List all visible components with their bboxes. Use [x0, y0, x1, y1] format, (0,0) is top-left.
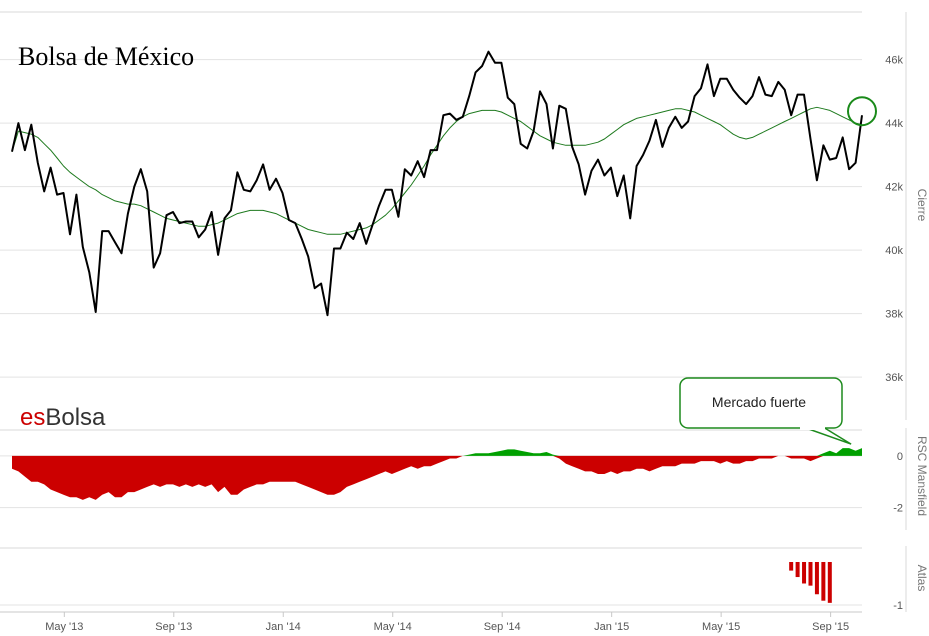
esbolsa-logo: esBolsa: [20, 404, 106, 431]
xtick-label-7: Sep '15: [812, 621, 849, 633]
xtick-label-2: Jan '14: [266, 621, 301, 633]
grid-lines: [0, 11, 907, 613]
ytick-cierre-3: 42k: [885, 182, 903, 194]
ytick-cierre-5: 46k: [885, 55, 903, 67]
callout-joint: [800, 424, 825, 430]
xtick-label-0: May '13: [45, 621, 83, 633]
callout-box: [679, 377, 843, 429]
y-axis-labels: 36k 38k 40k 42k 44k 46k -2 0 -1: [885, 55, 903, 612]
xtick-label-4: Sep '14: [484, 621, 521, 633]
ylabel-cierre: Cierre: [915, 189, 929, 222]
brand-prefix: es: [20, 404, 45, 431]
x-axis-labels: May '13 Sep '13 Jan '14 May '14 Sep '14 Jan '…: [45, 612, 849, 633]
chart-series: [11, 50, 877, 603]
xtick-label-3: May '14: [374, 621, 412, 633]
atlas-bar-2: [802, 562, 807, 584]
atlas-bar-1: [795, 562, 800, 578]
ytick-atlas-0: -1: [893, 600, 903, 612]
atlas-bar-6: [827, 562, 832, 603]
atlas-bar-5: [821, 562, 826, 601]
ytick-cierre-4: 44k: [885, 118, 903, 130]
last-point-highlight-circle: [847, 96, 877, 127]
ylabel-atlas: Atlas: [915, 565, 929, 592]
ytick-cierre-1: 38k: [885, 309, 903, 321]
xtick-label-5: Jan '15: [594, 621, 629, 633]
atlas-bar-0: [789, 562, 794, 571]
rsc-negative-area: [12, 455, 862, 500]
ytick-rsc-1: 0: [897, 451, 903, 463]
atlas-bar-4: [814, 562, 819, 595]
rsc-positive-area: [12, 448, 862, 456]
ytick-cierre-2: 40k: [885, 245, 903, 257]
callout-mercado-fuerte: Mercado fuerte: [679, 377, 852, 445]
atlas-bar-3: [808, 562, 813, 586]
chart-title: Bolsa de México: [18, 42, 194, 71]
close-price-line: [11, 50, 863, 317]
callout-text: Mercado fuerte: [712, 394, 806, 410]
ylabel-rsc-mansfield: RSC Mansfield: [915, 436, 929, 516]
xtick-label-6: May '15: [702, 621, 740, 633]
ytick-cierre-0: 36k: [885, 372, 903, 384]
brand-suffix: Bolsa: [45, 404, 106, 431]
ytick-rsc-0: -2: [893, 503, 903, 515]
xtick-label-1: Sep '13: [155, 621, 192, 633]
